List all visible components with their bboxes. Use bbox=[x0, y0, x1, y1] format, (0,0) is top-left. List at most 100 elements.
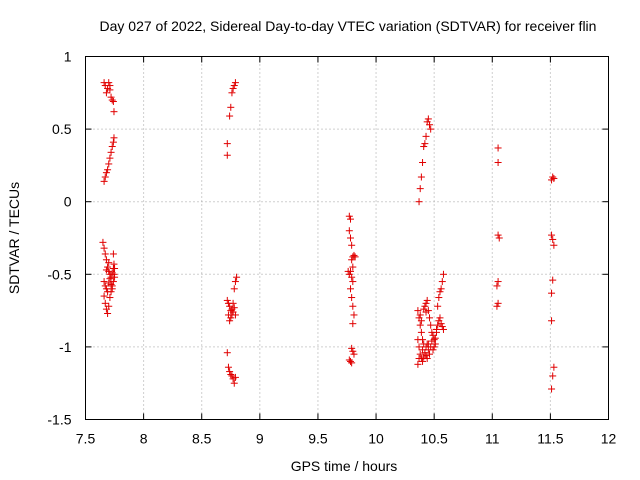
data-point bbox=[422, 352, 430, 360]
data-point bbox=[426, 350, 434, 358]
data-point bbox=[415, 343, 423, 351]
data-point bbox=[549, 173, 557, 181]
x-tick-label: 7.5 bbox=[76, 431, 96, 447]
data-point bbox=[345, 227, 353, 235]
data-point bbox=[107, 148, 115, 156]
data-point bbox=[429, 346, 437, 354]
y-tick-label: -1.5 bbox=[47, 412, 71, 428]
y-tick-label: -0.5 bbox=[47, 266, 71, 282]
data-point bbox=[438, 323, 446, 331]
data-point bbox=[426, 121, 434, 129]
data-point bbox=[422, 132, 430, 140]
data-point bbox=[348, 256, 356, 264]
data-point bbox=[493, 282, 501, 290]
x-tick-label: 12 bbox=[601, 431, 617, 447]
data-point bbox=[223, 151, 231, 159]
data-point bbox=[548, 289, 556, 297]
data-point bbox=[437, 320, 445, 328]
data-point bbox=[227, 314, 235, 322]
data-point bbox=[108, 282, 116, 290]
data-point bbox=[426, 314, 434, 322]
data-point bbox=[348, 294, 356, 302]
data-point bbox=[548, 385, 556, 393]
y-tick-label: 0 bbox=[64, 194, 72, 210]
data-point bbox=[424, 115, 432, 123]
x-tick-label: 9 bbox=[256, 431, 264, 447]
data-point bbox=[414, 307, 422, 315]
data-point bbox=[231, 79, 239, 87]
data-point bbox=[228, 89, 236, 97]
data-point bbox=[109, 98, 117, 106]
data-point bbox=[108, 269, 116, 277]
data-point bbox=[439, 270, 447, 278]
data-point bbox=[226, 317, 234, 325]
data-point bbox=[106, 275, 114, 283]
data-point bbox=[549, 372, 557, 380]
data-point bbox=[349, 278, 357, 286]
data-point bbox=[348, 344, 356, 352]
data-point bbox=[101, 282, 109, 290]
data-point bbox=[423, 355, 431, 363]
data-point bbox=[346, 357, 354, 365]
data-point bbox=[233, 273, 241, 281]
data-point bbox=[223, 296, 231, 304]
data-point bbox=[100, 292, 108, 300]
data-point bbox=[102, 169, 110, 177]
data-point bbox=[345, 212, 353, 220]
data-point bbox=[422, 299, 430, 307]
data-point bbox=[230, 379, 238, 387]
grid bbox=[85, 56, 609, 420]
data-point bbox=[227, 370, 235, 378]
data-point bbox=[109, 138, 117, 146]
data-point bbox=[100, 244, 108, 252]
data-point bbox=[550, 241, 558, 249]
data-point bbox=[228, 372, 236, 380]
data-point bbox=[110, 260, 118, 268]
y-tick-labels: -1.5 -1 -0.5 0 0.5 1 bbox=[47, 49, 71, 428]
data-point bbox=[417, 173, 425, 181]
data-point bbox=[230, 82, 238, 90]
data-point bbox=[348, 359, 356, 367]
data-point bbox=[100, 177, 108, 185]
data-point bbox=[349, 302, 357, 310]
data-point bbox=[111, 264, 119, 272]
data-point bbox=[346, 285, 354, 293]
data-point bbox=[428, 337, 436, 345]
y-axis-label: SDTVAR / TECUs bbox=[6, 182, 22, 294]
data-point bbox=[493, 302, 501, 310]
data-point bbox=[350, 251, 358, 259]
data-point bbox=[419, 158, 427, 166]
y-tick-label: 1 bbox=[64, 49, 72, 65]
data-point bbox=[110, 108, 118, 116]
data-point bbox=[104, 166, 112, 174]
data-point bbox=[105, 160, 113, 168]
data-point bbox=[431, 334, 439, 342]
x-tick-label: 8 bbox=[140, 431, 148, 447]
data-point bbox=[494, 144, 502, 152]
data-point bbox=[439, 325, 447, 333]
data-point bbox=[416, 350, 424, 358]
data-point bbox=[420, 143, 428, 151]
data-point bbox=[494, 231, 502, 239]
data-point bbox=[435, 294, 443, 302]
data-point bbox=[350, 350, 358, 358]
data-point bbox=[417, 317, 425, 325]
data-point bbox=[105, 302, 113, 310]
data-point bbox=[231, 311, 239, 319]
data-point bbox=[494, 278, 502, 286]
data-point bbox=[549, 276, 557, 284]
data-point bbox=[421, 302, 429, 310]
data-point bbox=[430, 343, 438, 351]
x-tick-labels: 7.5 8 8.5 9 9.5 10 10.5 11 11.5 12 bbox=[76, 431, 617, 447]
data-point bbox=[494, 299, 502, 307]
data-point bbox=[106, 154, 114, 162]
x-tick-label: 11.5 bbox=[537, 431, 563, 447]
data-point bbox=[416, 185, 424, 193]
data-point bbox=[106, 294, 114, 302]
data-point bbox=[108, 96, 116, 104]
data-point bbox=[110, 134, 118, 142]
data-point bbox=[345, 270, 353, 278]
data-point bbox=[226, 368, 234, 376]
data-point bbox=[101, 250, 109, 258]
data-point bbox=[224, 363, 232, 371]
